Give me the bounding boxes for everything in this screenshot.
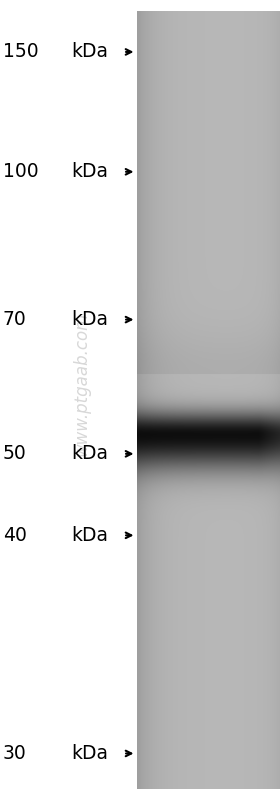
Text: kDa: kDa — [71, 310, 108, 329]
Text: 150: 150 — [3, 42, 38, 62]
Text: 40: 40 — [3, 526, 27, 545]
Text: 100: 100 — [3, 162, 38, 181]
Text: 50: 50 — [3, 444, 27, 463]
Text: kDa: kDa — [71, 744, 108, 763]
Text: kDa: kDa — [71, 42, 108, 62]
Text: kDa: kDa — [71, 162, 108, 181]
Text: 70: 70 — [3, 310, 27, 329]
Text: www.ptgaab.com: www.ptgaab.com — [72, 312, 90, 455]
Text: kDa: kDa — [71, 526, 108, 545]
Text: 30: 30 — [3, 744, 27, 763]
Text: kDa: kDa — [71, 444, 108, 463]
